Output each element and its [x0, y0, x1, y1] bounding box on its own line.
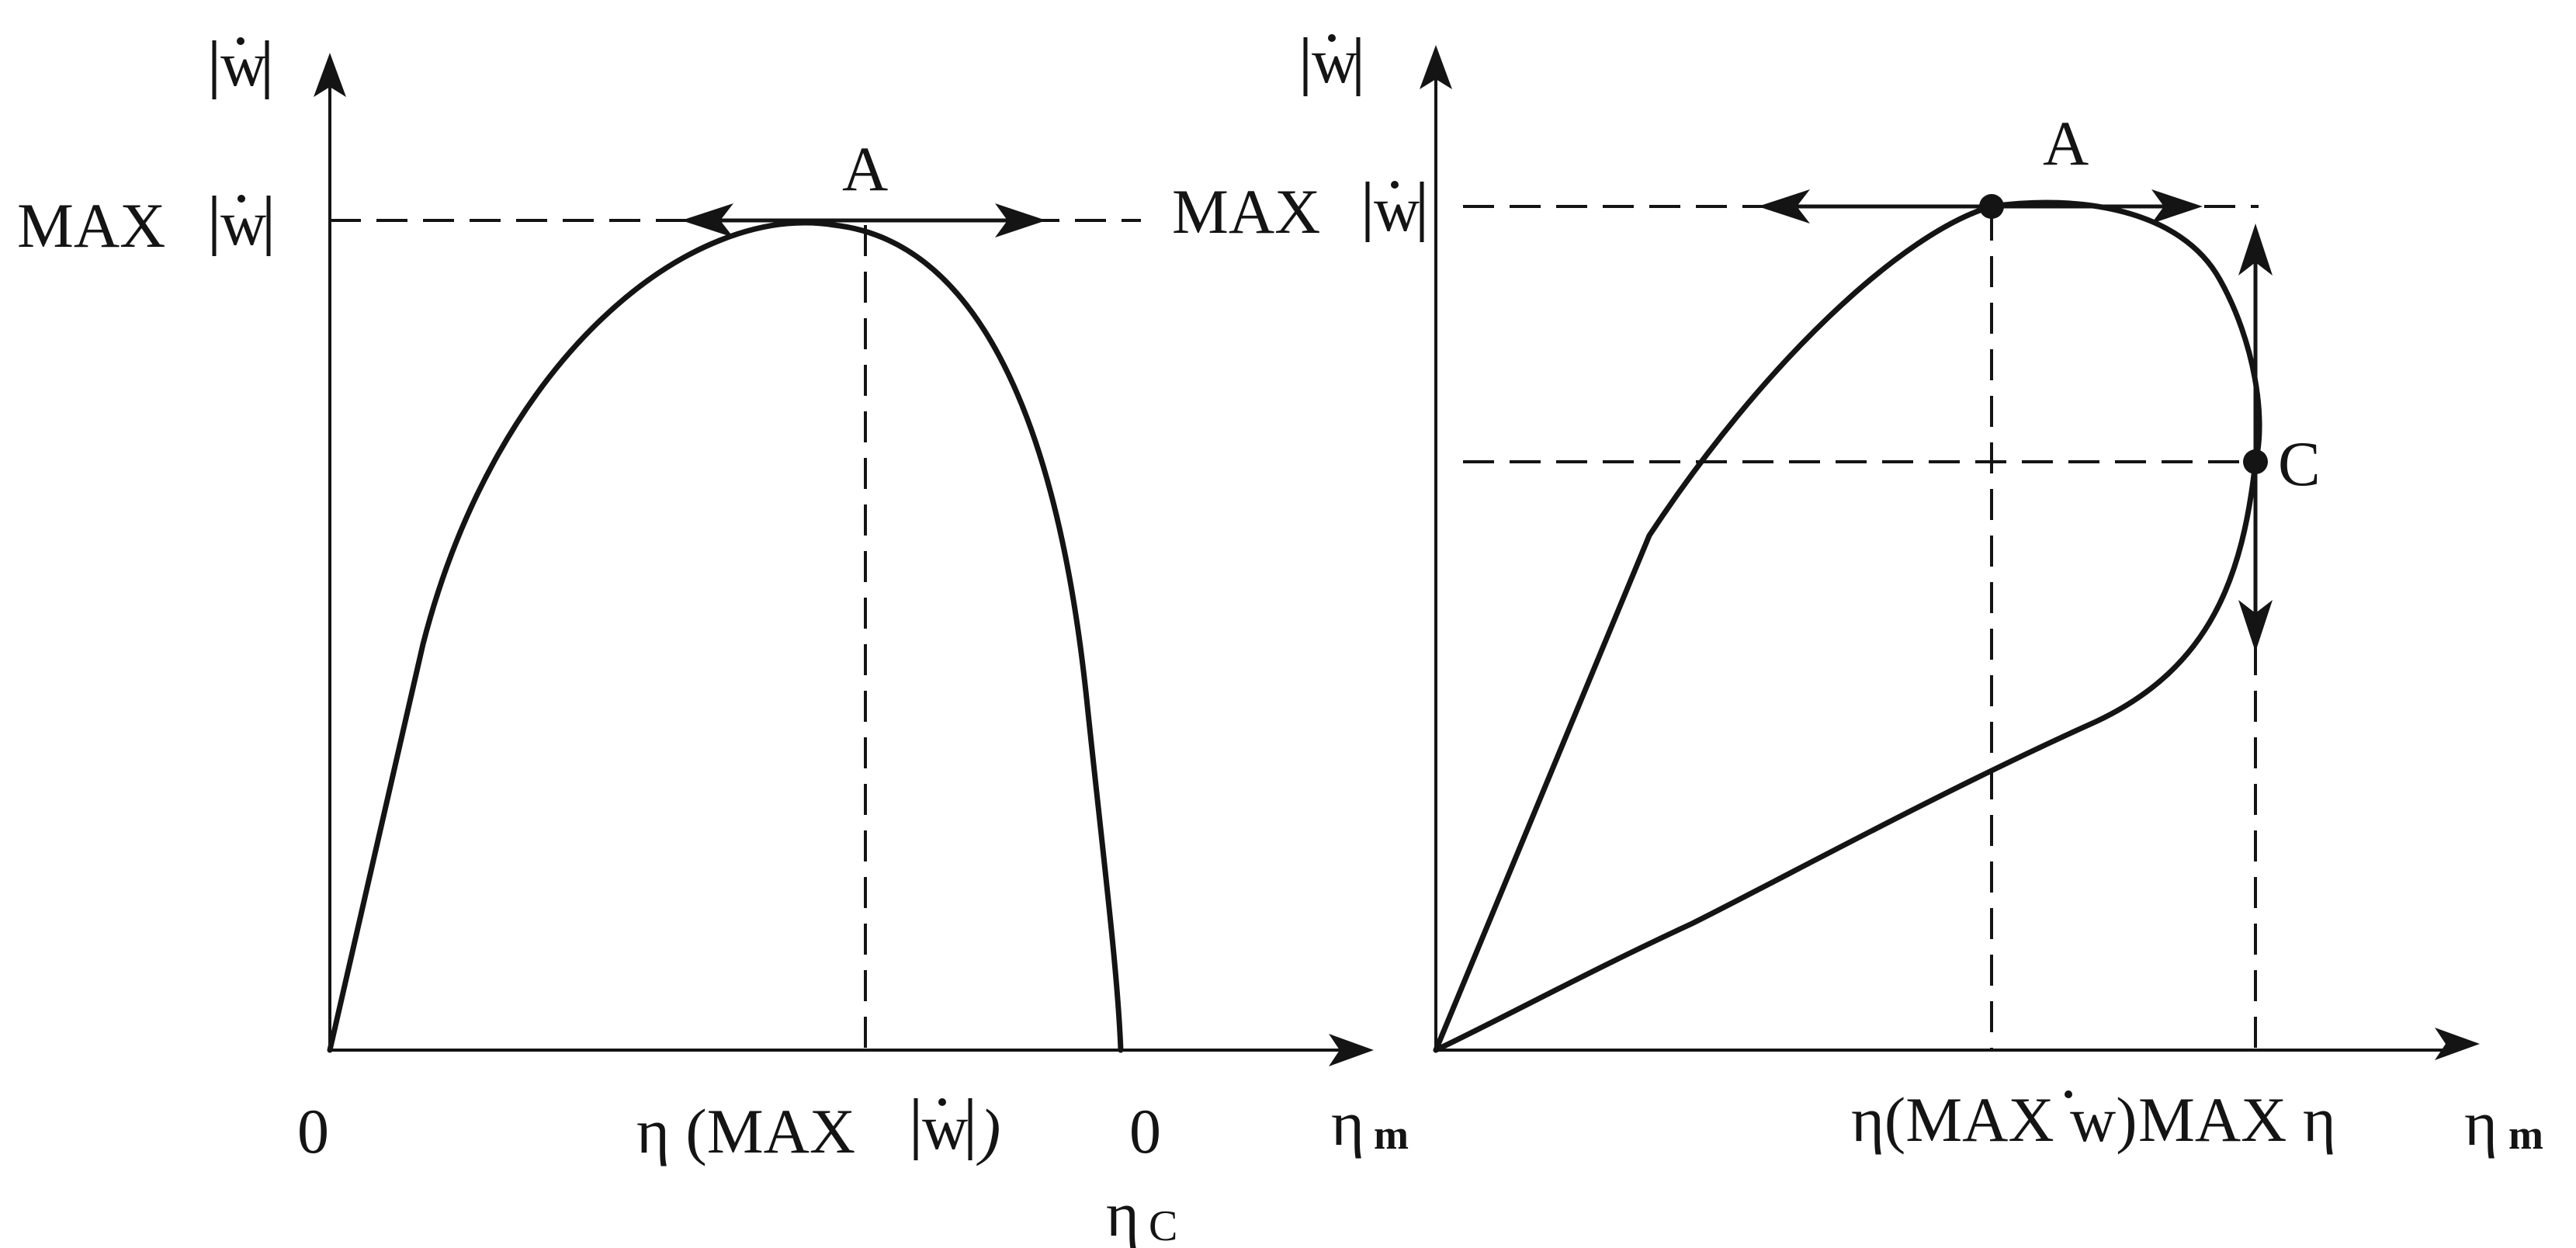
right-x-eta-maxw-label: η(MAX w) [1851, 1084, 2137, 1155]
left-y-axis-label: w [212, 29, 269, 99]
right-point-c-marker [2243, 449, 2268, 474]
left-x-axis-arrowhead [1329, 1034, 1374, 1066]
svg-text:η (MAX: η (MAX [636, 1096, 855, 1167]
left-x-end-label: 0 [1129, 1096, 1161, 1167]
left-x-eta-maxw-label: η (MAX w ) [636, 1092, 1000, 1167]
svg-text:η: η [1106, 1179, 1139, 1248]
right-y-axis-arrowhead [1420, 45, 1452, 89]
left-point-a-label: A [842, 133, 888, 204]
right-x-max-eta-label: MAX η [2138, 1084, 2336, 1155]
svg-text:): ) [976, 1096, 1000, 1167]
right-y-axis-label: w [1303, 26, 1361, 96]
right-point-a-marker [1979, 194, 2004, 219]
right-x-axis-label: η m [2464, 1088, 2543, 1159]
left-a-arrowhead-left [681, 203, 733, 237]
svg-text:MAX: MAX [17, 190, 165, 261]
left-eta-c-label: η C [1106, 1179, 1177, 1248]
right-panel: A C w MAX w η(MAX w) MAX η η m [1172, 26, 2543, 1159]
left-panel: A w MAX w 0 η (MAX w ) 0 η [17, 29, 1409, 1248]
right-x-axis-arrowhead [2435, 1028, 2480, 1060]
right-y-max-label: MAX w [1172, 174, 1424, 247]
svg-text:m: m [2508, 1111, 2543, 1158]
left-power-efficiency-curve [327, 220, 1124, 1053]
left-y-axis-arrowhead [314, 53, 346, 97]
right-point-c-label: C [2278, 428, 2321, 499]
right-a-arrowhead-right [2151, 189, 2203, 224]
left-x-axis-label: η m [1331, 1088, 1409, 1159]
svg-text:C: C [1149, 1202, 1177, 1248]
svg-text:η: η [2464, 1088, 2498, 1159]
left-y-max-label: MAX w [17, 188, 271, 261]
svg-text:η(MAX w): η(MAX w) [1851, 1084, 2137, 1155]
right-c-arrowhead-down [2238, 600, 2273, 652]
right-a-arrowhead-left [1758, 189, 1810, 224]
right-point-a-label: A [2043, 108, 2089, 179]
svg-text:η: η [1331, 1088, 1364, 1159]
right-power-efficiency-loop [1433, 199, 2262, 1053]
right-c-arrowhead-up [2238, 224, 2273, 276]
left-x-origin-label: 0 [297, 1096, 329, 1167]
svg-text:m: m [1374, 1111, 1409, 1158]
svg-text:MAX: MAX [1172, 176, 1320, 247]
left-a-arrowhead-right [995, 203, 1046, 237]
